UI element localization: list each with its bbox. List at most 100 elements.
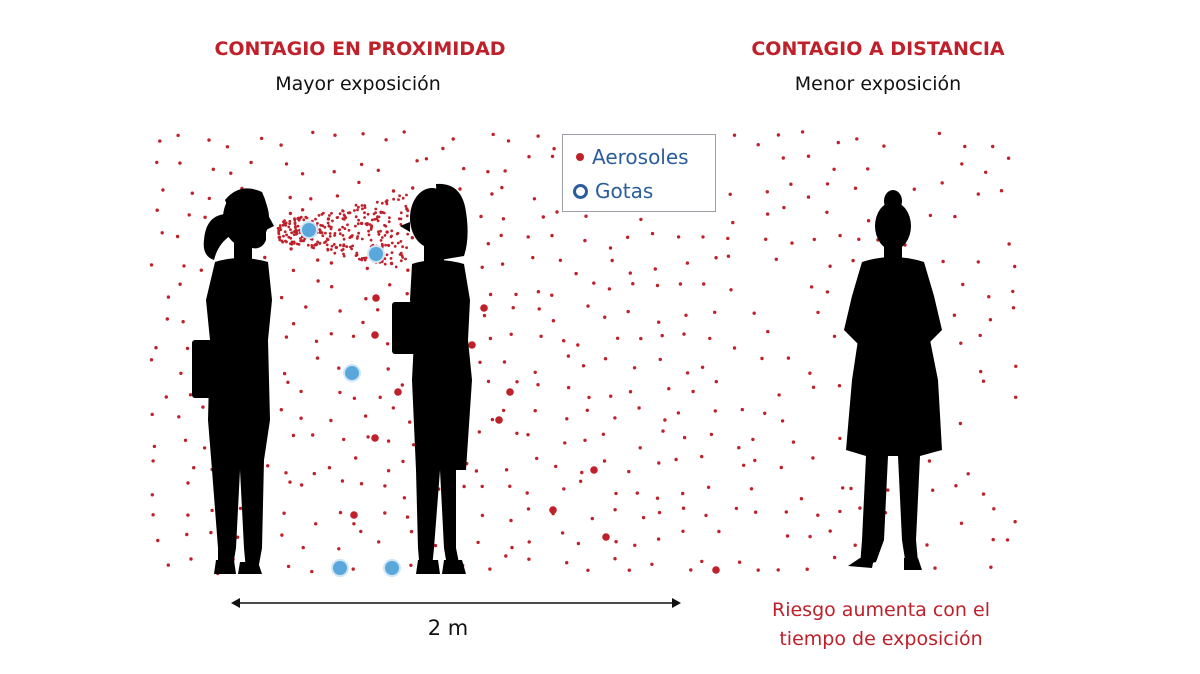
- aerosol-particle: [515, 380, 519, 384]
- aerosol-particle: [765, 190, 769, 194]
- aerosol-particle: [406, 232, 410, 236]
- aerosol-particle: [286, 380, 290, 384]
- aerosol-particle: [866, 219, 871, 223]
- aerosol-particle: [384, 243, 387, 247]
- aerosol-particle: [326, 247, 330, 251]
- aerosol-particle: [661, 429, 665, 433]
- aerosol-particle: [294, 226, 297, 230]
- aerosol-particle: [376, 219, 380, 223]
- aerosol-particle: [689, 568, 693, 572]
- aerosol-particle: [377, 540, 381, 544]
- aerosol-particle: [525, 491, 529, 495]
- aerosol-particle: [189, 557, 193, 561]
- aerosol-particle: [628, 390, 633, 394]
- aerosol-particle: [295, 242, 299, 246]
- aerosol-particle: [278, 224, 282, 227]
- aerosol-particle: [361, 132, 365, 136]
- aerosol-particle: [960, 162, 964, 166]
- aerosol-particle: [186, 513, 190, 517]
- aerosol-particle: [398, 194, 401, 198]
- aerosol-particle: [387, 243, 390, 247]
- aerosol-particle: [379, 239, 383, 242]
- aerosol-particle: [282, 371, 287, 376]
- aerosol-particle: [318, 231, 322, 235]
- aerosol-particle: [363, 414, 368, 418]
- aerosol-particle: [700, 365, 705, 369]
- aerosol-particle: [288, 219, 292, 223]
- aerosol-particle: [370, 218, 374, 222]
- aerosol-particle: [501, 217, 506, 221]
- aerosol-particle: [314, 243, 317, 247]
- aerosol-particle: [753, 458, 757, 463]
- aerosol-particle: [931, 488, 935, 492]
- aerosol-particle: [367, 233, 371, 237]
- droplet-ring-icon: [573, 183, 588, 199]
- aerosol-particle: [756, 143, 760, 147]
- aerosol-particle: [836, 140, 840, 145]
- aerosol-particle: [385, 200, 389, 204]
- aerosol-particle: [811, 385, 816, 389]
- legend-droplets-label: Gotas: [595, 179, 654, 203]
- aerosol-particle: [551, 319, 556, 323]
- aerosol-particle: [812, 237, 816, 242]
- aerosol-particle: [161, 188, 165, 192]
- aerosol-particle: [526, 235, 530, 239]
- aerosol-particle: [536, 290, 541, 294]
- aerosol-particle: [541, 215, 545, 219]
- aerosol-particle: [480, 265, 484, 269]
- aerosol-particle: [357, 205, 360, 209]
- aerosol-particle: [482, 313, 487, 318]
- aerosol-particle: [150, 493, 154, 497]
- aerosol-particle: [288, 211, 293, 216]
- aerosol-particle: [742, 463, 746, 467]
- aerosol-particle: [321, 234, 325, 238]
- aerosol-particle: [554, 464, 558, 469]
- aerosol-particle: [209, 530, 213, 535]
- aerosol-particle: [225, 145, 230, 149]
- aerosol-particle: [393, 245, 397, 248]
- aerosol-particle: [825, 210, 829, 214]
- aerosol-particle: [584, 214, 588, 218]
- aerosol-particle: [740, 407, 744, 412]
- aerosol-particle: [684, 313, 688, 317]
- aerosol-particle: [354, 224, 357, 228]
- aerosol-particle: [329, 261, 334, 265]
- aerosol-particle: [326, 221, 330, 225]
- aerosol-particle: [376, 168, 380, 172]
- aerosol-particle: [324, 240, 328, 243]
- aerosol-particle: [732, 346, 737, 350]
- aerosol-particle: [351, 334, 356, 338]
- aerosol-particle: [351, 234, 354, 237]
- aerosol-particle: [301, 239, 305, 243]
- aerosol-particle: [405, 515, 410, 519]
- aerosol-particle: [351, 567, 355, 571]
- droplet: [383, 559, 401, 577]
- aerosol-particle: [397, 198, 400, 202]
- aerosol-particle: [190, 191, 194, 195]
- aerosol-particle: [354, 456, 358, 460]
- aerosol-particle: [284, 335, 289, 339]
- aerosol-particle: [188, 393, 193, 397]
- aerosol-particle: [288, 480, 292, 484]
- aerosol-particle: [511, 306, 515, 310]
- aerosol-particle: [749, 487, 754, 491]
- aerosol-particle: [992, 507, 996, 511]
- aerosol-particle: [325, 237, 329, 241]
- aerosol-particle: [576, 541, 581, 546]
- aerosol-particle: [287, 225, 291, 229]
- aerosol-particle: [380, 242, 384, 246]
- aerosol-particle: [356, 235, 360, 238]
- aerosol-particle: [366, 212, 370, 216]
- aerosol-particle: [291, 322, 296, 326]
- aerosol-particle: [401, 459, 405, 464]
- aerosol-particle: [318, 228, 322, 231]
- aerosol-particle: [399, 240, 403, 243]
- aerosol-particle: [734, 506, 739, 511]
- aerosol-particle: [566, 385, 571, 390]
- aerosol-particle: [858, 506, 862, 510]
- aerosol-particle: [627, 469, 631, 474]
- aerosol-particle: [937, 131, 942, 136]
- aerosol-particle: [312, 471, 316, 476]
- aerosol-particle: [335, 216, 339, 220]
- aerosol-particle: [235, 535, 240, 539]
